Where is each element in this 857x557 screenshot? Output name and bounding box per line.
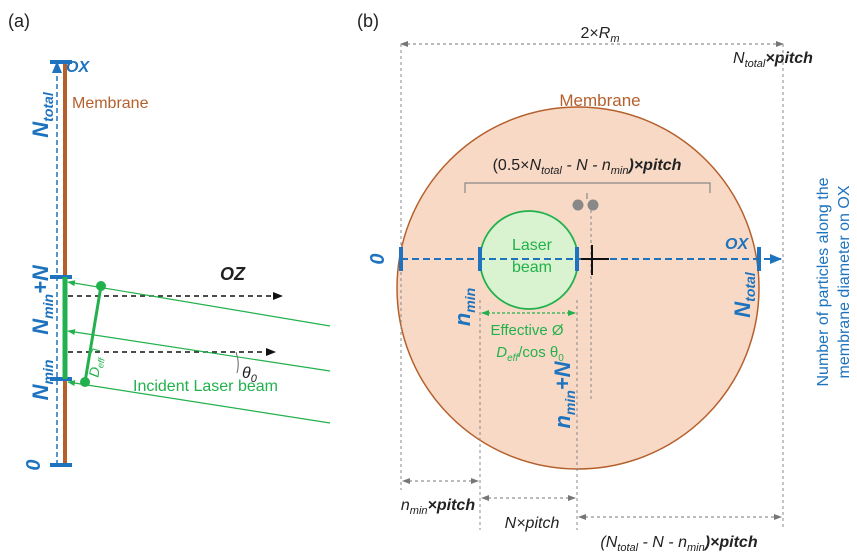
label-b-zero: 0	[367, 253, 389, 264]
bracket	[464, 182, 711, 193]
right-angle-mark	[88, 348, 101, 358]
membrane-label-a: Membrane	[72, 95, 149, 112]
marker-dot-left	[572, 199, 584, 211]
d-eff-label: Deff	[85, 354, 106, 378]
membrane-label-b: Membrane	[559, 91, 640, 110]
beam-line-top	[67, 280, 331, 327]
dim-rest-pitch-label: (Ntotal - N - nmin)×pitch	[600, 534, 757, 554]
oz-axis-label: OZ	[220, 264, 246, 284]
effective-label-line2: Deff/cos θ0	[496, 344, 564, 364]
side-label-line2: membrane diameter on OX	[836, 185, 853, 378]
theta-label: θ0	[242, 365, 258, 385]
panel-a: (a) OX Membrane Ntotal Nmin+N Nmin 0 OZ …	[8, 11, 331, 471]
membrane-disk	[396, 106, 760, 470]
ox-axis-label: OX	[66, 59, 90, 76]
label-zero-a: 0	[23, 459, 45, 470]
ox-label-b: OX	[725, 236, 749, 253]
beam-line-mid	[67, 329, 331, 372]
label-n-min: Nmin	[28, 360, 56, 401]
theta-arc	[235, 351, 239, 374]
panel-b: (b) Membrane 2×Rm Ntotal×pitch (0.5×Ntot…	[357, 11, 853, 554]
label-b-n-min: nmin	[450, 288, 478, 326]
label-b-n-total: Ntotal	[730, 271, 758, 318]
d-eff-end-bottom	[80, 377, 90, 387]
incident-beam-label: Incident Laser beam	[133, 378, 278, 395]
label-b-n-min-plus-n: nmin+N	[550, 360, 578, 428]
d-eff-line	[83, 285, 103, 383]
d-eff-end-top	[96, 281, 106, 291]
panel-b-label: (b)	[357, 11, 379, 31]
marker-dot-right	[587, 199, 599, 211]
side-label-line1: Number of particles along the	[815, 177, 832, 386]
laser-label-line2: beam	[512, 259, 552, 276]
dim-2rm-label: 2×Rm	[581, 25, 620, 45]
dim-n-pitch-label: N×pitch	[505, 515, 560, 532]
dim-ntotal-pitch-label: Ntotal×pitch	[733, 50, 813, 70]
laser-label-line1: Laser	[512, 237, 553, 254]
label-n-min-plus-n: Nmin+N	[28, 264, 56, 335]
beam-line-bottom	[67, 380, 331, 424]
dim-nmin-pitch-label: nmin×pitch	[401, 497, 475, 517]
bracket-label: (0.5×Ntotal - N - nmin)×pitch	[493, 157, 682, 177]
label-n-total: Ntotal	[28, 91, 56, 138]
effective-label-line1: Effective Ø	[490, 322, 563, 339]
panel-a-label: (a)	[8, 11, 30, 31]
